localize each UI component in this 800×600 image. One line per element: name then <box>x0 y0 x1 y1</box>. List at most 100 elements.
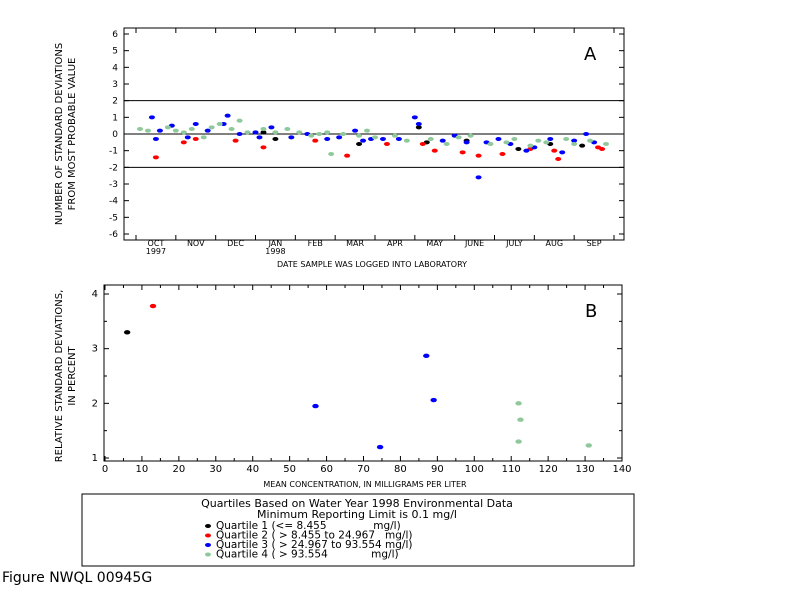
data-point <box>272 137 279 141</box>
data-point <box>356 133 363 138</box>
legend-title-line1: Quartiles Based on Water Year 1998 Envir… <box>201 497 513 510</box>
panel-a-reference-lines <box>124 100 624 168</box>
data-point <box>415 125 422 130</box>
data-point <box>430 397 437 403</box>
data-point <box>555 157 562 161</box>
x-tick-label: 10 <box>136 464 149 475</box>
legend-box <box>81 493 635 567</box>
panel-a-ylabel-line2: FROM MOST PROBABLE VALUE <box>67 58 78 211</box>
y-tick-label: 3 <box>112 80 118 90</box>
month-label: APR <box>387 239 403 248</box>
data-point <box>383 142 390 146</box>
data-point <box>535 138 542 143</box>
data-point <box>372 135 378 140</box>
data-point <box>228 127 235 131</box>
panel-b-x-axis: 0 10 20 30 40 50 60 70 80 90 100 110 120 130 140 <box>102 285 632 475</box>
data-point <box>551 148 558 153</box>
data-point <box>455 135 462 140</box>
data-point <box>156 128 163 133</box>
data-point <box>356 142 363 146</box>
data-point <box>503 140 510 145</box>
x-tick-label: 100 <box>465 464 484 475</box>
month-label: JUNE <box>464 239 484 248</box>
data-point <box>188 127 195 131</box>
data-point <box>288 135 295 140</box>
data-point <box>260 130 267 135</box>
data-point <box>208 125 215 130</box>
panel-a-y-axis: -6 -5 -4 -3 -2 -1 0 1 2 3 4 5 6 <box>109 30 624 240</box>
y-tick-label: -2 <box>109 163 118 173</box>
panel-a-xlabel: DATE SAMPLE WAS LOGGED INTO LABORATORY <box>277 260 467 269</box>
legend: Quartiles Based on Water Year 1998 Envir… <box>81 493 635 567</box>
data-point <box>224 113 231 118</box>
data-point <box>603 142 610 146</box>
data-point <box>419 142 426 146</box>
data-point <box>431 148 438 153</box>
panel-a: -6 -5 -4 -3 -2 -1 0 1 2 3 4 5 6 OCT NOV DEC JAN FEB MAR AP… <box>54 27 625 269</box>
x-tick-label: 30 <box>209 464 222 475</box>
legend-label: Quartile 2 ( > 8.455 to 24.967 mg/l) <box>216 530 412 542</box>
data-point <box>316 132 323 136</box>
x-tick-label: 80 <box>394 464 407 475</box>
y-tick-label: 1 <box>112 113 118 123</box>
data-point <box>312 138 319 143</box>
data-point <box>515 439 522 444</box>
month-label: DEC <box>227 239 244 248</box>
data-point <box>587 138 594 143</box>
data-point <box>324 130 331 135</box>
panel-b-xlabel: MEAN CONCENTRATION, IN MILLIGRAMS PER LI… <box>263 480 467 489</box>
x-tick-label: 20 <box>172 464 185 475</box>
figure-label: Figure NWQL 00945G <box>2 570 153 586</box>
data-point <box>563 137 570 141</box>
y-tick-label: 3 <box>92 344 98 355</box>
data-point <box>344 153 351 158</box>
data-point <box>236 132 243 136</box>
panel-b-y-axis: 1 2 3 4 <box>92 289 622 464</box>
data-point <box>272 130 279 135</box>
y-tick-label: 5 <box>112 47 118 57</box>
data-point <box>192 137 199 141</box>
legend-items: Quartile 1 (<= 8.455 mg/l)Quartile 2 ( >… <box>205 520 413 561</box>
data-point <box>216 122 223 126</box>
legend-marker <box>205 552 211 557</box>
data-point <box>571 142 578 146</box>
data-point <box>172 128 179 133</box>
legend-label: Quartile 1 (<= 8.455 mg/l) <box>216 520 401 532</box>
data-point <box>527 143 534 148</box>
data-point <box>427 137 434 141</box>
panel-a-points <box>136 113 610 180</box>
data-point <box>268 125 275 130</box>
data-point <box>511 137 518 141</box>
data-point <box>284 127 291 131</box>
data-point <box>583 132 590 136</box>
data-point <box>180 140 187 145</box>
data-point <box>579 143 586 148</box>
legend-marker <box>205 524 211 528</box>
data-point <box>515 147 522 151</box>
data-point <box>376 444 384 450</box>
data-point <box>192 122 199 126</box>
y-tick-label: 1 <box>92 453 98 464</box>
data-point <box>585 443 592 448</box>
legend-title-line2: Minimum Reporting Limit is 0.1 mg/l <box>257 508 457 521</box>
data-point <box>308 133 315 138</box>
legend-label: Quartile 4 ( > 93.554 mg/l) <box>216 549 399 561</box>
month-label: AUG <box>545 239 563 248</box>
data-point <box>543 140 550 145</box>
data-point <box>391 133 398 138</box>
data-point <box>123 330 131 335</box>
legend-label: Quartile 3 ( > 24.967 to 93.554 mg/l) <box>216 539 413 551</box>
data-point <box>232 138 239 143</box>
y-tick-label: 4 <box>112 63 118 73</box>
data-point <box>236 118 243 123</box>
data-point <box>260 145 267 150</box>
y-tick-label: -1 <box>109 147 118 157</box>
data-point <box>340 132 347 136</box>
y-tick-label: 2 <box>112 97 118 107</box>
data-point <box>360 138 367 143</box>
data-point <box>256 135 263 140</box>
data-point <box>149 303 157 309</box>
data-point <box>148 115 155 120</box>
panel-b-frame <box>103 284 623 462</box>
